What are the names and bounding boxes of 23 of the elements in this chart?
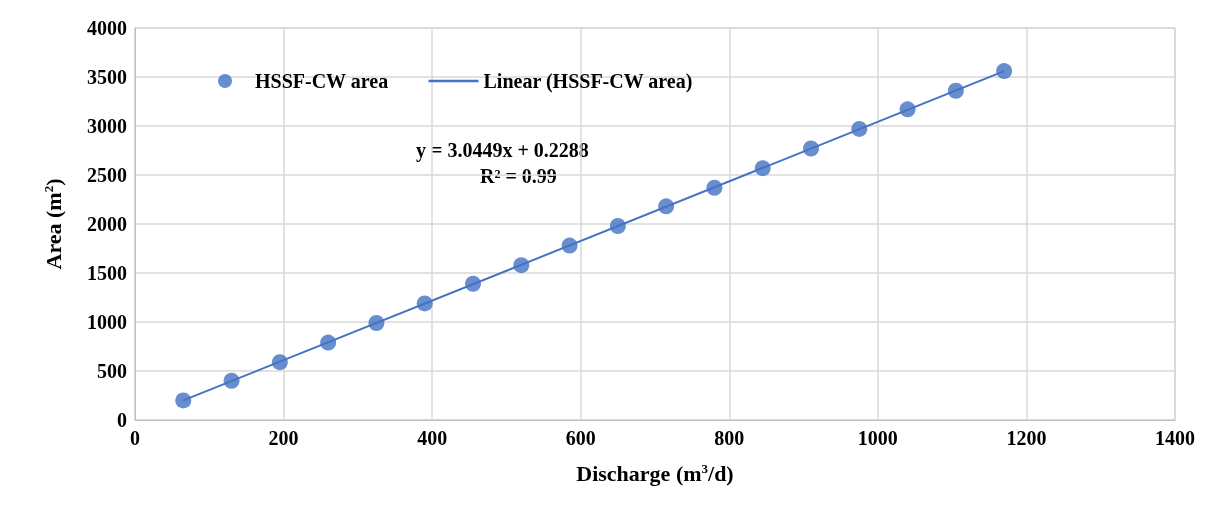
y-tick-label: 2000 [87, 213, 127, 235]
x-tick-label: 1400 [1155, 427, 1195, 449]
annotation: y = 3.0449x + 0.2288 [416, 139, 589, 162]
legend-label: HSSF-CW area [255, 70, 389, 92]
x-tick-label: 1000 [857, 427, 898, 449]
y-tick-label: 1000 [87, 311, 127, 333]
y-tick-label: 2500 [87, 164, 127, 186]
y-tick-label: 500 [97, 360, 127, 382]
y-tick-label: 3500 [87, 66, 127, 88]
x-tick-label: 400 [417, 427, 448, 449]
x-tick-label: 1200 [1006, 427, 1047, 449]
point [996, 63, 1013, 80]
y-tick-label: 3000 [87, 115, 127, 137]
y-tick-label: 4000 [87, 17, 127, 39]
x-tick-label: 800 [714, 427, 745, 449]
annotation: R² = 0.99 [480, 165, 557, 187]
y-axis-title: Area (m2) [41, 178, 66, 270]
y-tick-label: 1500 [87, 262, 127, 284]
x-tick-label: 200 [268, 427, 299, 449]
y-tick-label: 0 [117, 409, 127, 431]
legend-label: Linear (HSSF-CW area) [483, 70, 693, 93]
point [175, 392, 192, 409]
x-tick-label: 600 [565, 427, 596, 449]
